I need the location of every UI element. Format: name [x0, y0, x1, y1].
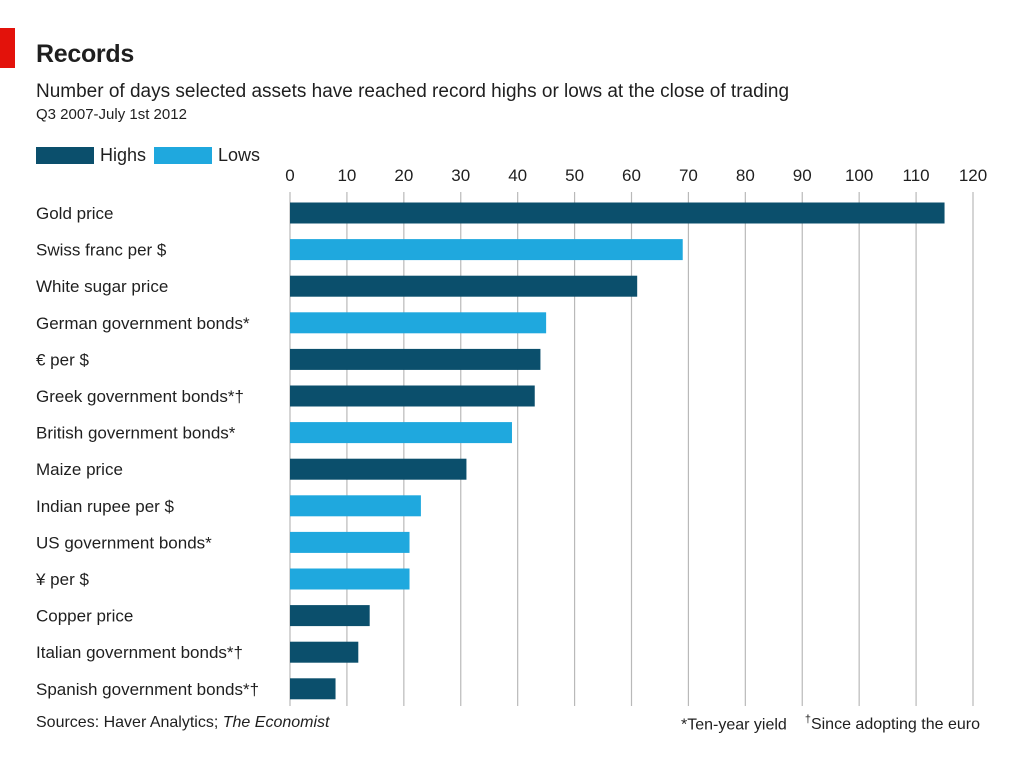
- category-label: Indian rupee per $: [36, 497, 175, 516]
- bar: [290, 422, 512, 444]
- bar: [290, 531, 410, 553]
- bar: [290, 385, 535, 407]
- chart-period: Q3 2007-July 1st 2012: [36, 106, 187, 123]
- x-tick-label: 110: [903, 166, 930, 185]
- category-label: € per $: [36, 350, 89, 369]
- legend-highs: Highs: [36, 145, 146, 166]
- category-label: Swiss franc per $: [36, 241, 167, 260]
- bar: [290, 678, 336, 700]
- legend-label-highs: Highs: [100, 145, 147, 165]
- bar: [290, 605, 370, 627]
- bar: [290, 641, 359, 663]
- category-label: German government bonds*: [36, 314, 250, 333]
- legend-lows: Lows: [154, 145, 260, 166]
- footnotes: *Ten-year yield †Since adopting the euro: [681, 714, 980, 734]
- x-tick-label: 10: [337, 166, 356, 185]
- x-tick-label: 120: [959, 166, 987, 185]
- category-label: Greek government bonds*†: [36, 387, 244, 406]
- legend-label-lows: Lows: [218, 145, 261, 165]
- footnote-since-euro: †Since adopting the euro: [804, 714, 980, 734]
- sources-prefix: Sources: Haver Analytics;: [36, 714, 223, 731]
- legend-swatch-highs: [36, 147, 94, 164]
- bar: [290, 568, 410, 590]
- legend: Highs Lows: [36, 145, 268, 166]
- bar: [290, 495, 421, 517]
- category-label: White sugar price: [36, 277, 168, 296]
- category-label: Copper price: [36, 607, 133, 626]
- chart-title: Records: [36, 40, 134, 68]
- footnote-ten-year-yield: *Ten-year yield: [681, 716, 787, 734]
- footnote-since-euro-text: Since adopting the euro: [810, 716, 980, 734]
- bar: [290, 239, 683, 261]
- brand-tag: [0, 28, 15, 68]
- x-tick-label: 0: [285, 166, 294, 185]
- bar: [290, 312, 547, 334]
- dagger-mark: †: [804, 714, 811, 726]
- bar: [290, 275, 638, 297]
- chart-subtitle: Number of days selected assets have reac…: [36, 81, 790, 102]
- x-tick-label: 30: [451, 166, 470, 185]
- x-tick-label: 40: [508, 166, 527, 185]
- bar: [290, 348, 541, 370]
- x-tick-label: 60: [622, 166, 641, 185]
- category-label: Italian government bonds*†: [36, 643, 243, 662]
- x-tick-label: 50: [565, 166, 584, 185]
- category-label: Spanish government bonds*†: [36, 680, 259, 699]
- x-tick-label: 70: [679, 166, 698, 185]
- x-tick-label: 90: [793, 166, 812, 185]
- x-tick-label: 100: [845, 166, 873, 185]
- category-label: US government bonds*: [36, 533, 212, 552]
- x-tick-label: 20: [394, 166, 413, 185]
- category-label: British government bonds*: [36, 424, 236, 443]
- x-tick-label: 80: [736, 166, 755, 185]
- category-label: Maize price: [36, 460, 123, 479]
- legend-swatch-lows: [154, 147, 213, 164]
- sources-note: Sources: Haver Analytics; The Economist: [36, 714, 329, 732]
- category-label: ¥ per $: [35, 570, 89, 589]
- sources-publication: The Economist: [222, 714, 330, 731]
- category-label: Gold price: [36, 204, 113, 223]
- bar: [290, 202, 945, 224]
- bar: [290, 458, 467, 480]
